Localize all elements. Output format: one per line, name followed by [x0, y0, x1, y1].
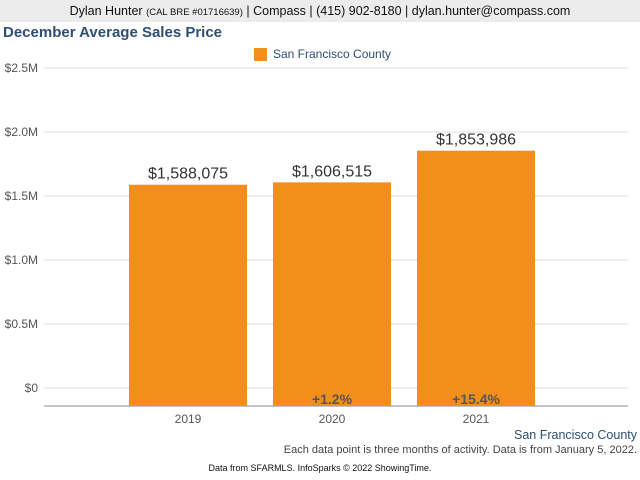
x-tick-label: 2020: [319, 412, 346, 426]
source-credit: Data from SFARMLS. InfoSparks © 2022 Sho…: [208, 463, 432, 473]
y-tick-label: $2.0M: [5, 125, 38, 139]
legend-swatch: [254, 47, 267, 61]
change-label: +1.2%: [312, 391, 353, 407]
y-tick-label: $0: [25, 381, 39, 395]
agent-contact: | Compass | (415) 902-8180 | dylan.hunte…: [246, 4, 571, 18]
y-tick-label: $1.0M: [5, 253, 38, 267]
y-tick-label: $2.5M: [5, 61, 38, 75]
chart-title: December Average Sales Price: [3, 24, 223, 41]
bar: [129, 184, 247, 406]
agent-name: Dylan Hunter: [69, 4, 143, 18]
bar-value-label: $1,853,986: [436, 132, 516, 149]
x-tick-label: 2019: [175, 412, 202, 426]
legend-label: San Francisco County: [273, 47, 392, 61]
bar: [417, 150, 535, 406]
contact-header: Dylan Hunter (CAL BRE #01716639) | Compa…: [0, 0, 640, 22]
x-tick-label: 2021: [463, 412, 490, 426]
bar-value-label: $1,588,075: [148, 166, 228, 183]
bar: [273, 182, 391, 406]
legend[interactable]: San Francisco County: [254, 46, 391, 62]
series-label: San Francisco County: [514, 428, 637, 442]
footnote: Each data point is three months of activ…: [283, 444, 637, 456]
y-tick-label: $0.5M: [5, 317, 38, 331]
agent-license: (CAL BRE #01716639): [146, 7, 243, 18]
bar-value-label: $1,606,515: [292, 163, 372, 180]
change-label: +15.4%: [452, 391, 500, 407]
y-tick-label: $1.5M: [5, 189, 38, 203]
